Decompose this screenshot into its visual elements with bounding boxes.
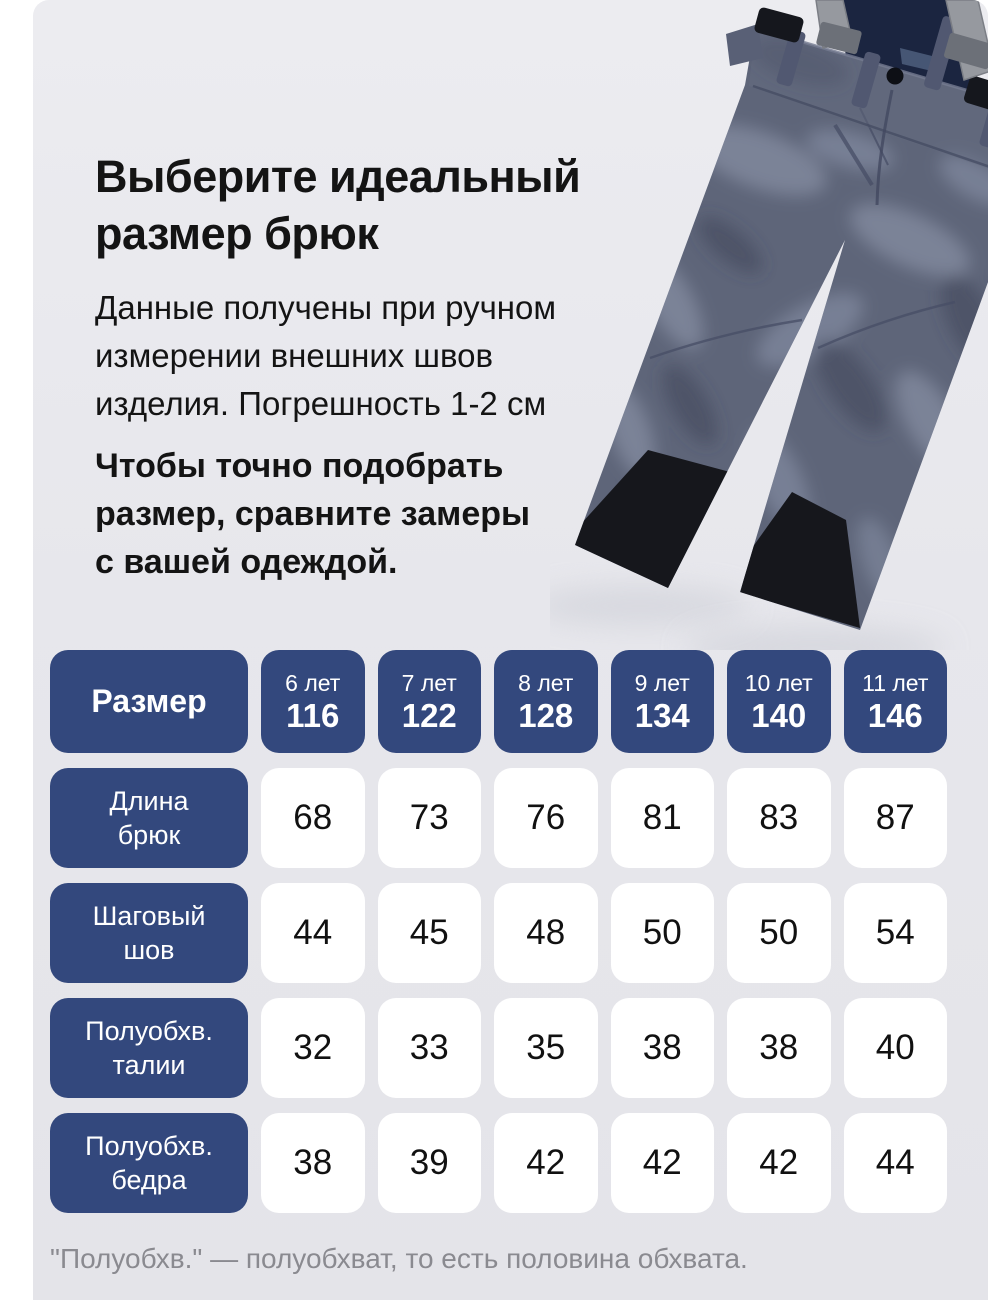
suspenders xyxy=(815,0,988,81)
left-cuff-panel xyxy=(575,450,730,590)
column-age: 7 лет xyxy=(401,669,457,696)
table-value: 42 xyxy=(727,1113,831,1213)
intro-text-block: Выберите идеальный размер брюк Данные по… xyxy=(95,148,635,586)
table-value: 38 xyxy=(610,998,714,1098)
column-age: 10 лет xyxy=(744,669,813,696)
fit-advice-line: Чтобы точно подобрать xyxy=(95,447,504,485)
column-age: 11 лет xyxy=(862,669,929,696)
suspender-buckle-right xyxy=(944,32,988,70)
row-header-half-waist: Полуобхв. талии xyxy=(50,998,248,1098)
table-value: 76 xyxy=(494,768,598,868)
seam-lines xyxy=(649,107,956,360)
column-age: 8 лет xyxy=(518,669,574,696)
fly-seam xyxy=(875,89,894,206)
pants-product-image xyxy=(550,0,988,650)
table-value: 33 xyxy=(377,998,481,1098)
belt-loop xyxy=(776,29,806,87)
table-value: 40 xyxy=(843,998,947,1098)
row-label-line: Длина xyxy=(109,786,189,816)
table-value: 48 xyxy=(494,883,598,983)
row-label-line: Полуобхв. xyxy=(85,1131,213,1161)
fit-advice-line: размер, сравните замеры xyxy=(95,495,531,533)
row-header-half-hip: Полуобхв. бедра xyxy=(50,1113,248,1213)
table-value: 50 xyxy=(610,883,714,983)
table-value: 68 xyxy=(261,768,365,868)
column-header-122: 7 лет 122 xyxy=(377,650,481,753)
page-title-line: Выберите идеальный xyxy=(95,151,581,202)
velcro-tab-right xyxy=(964,76,988,112)
column-header-146: 11 лет 146 xyxy=(843,650,947,753)
row-label-line: бедра xyxy=(111,1165,187,1195)
table-value: 38 xyxy=(261,1113,365,1213)
column-height: 122 xyxy=(401,696,457,734)
row-label-line: шов xyxy=(123,935,175,965)
row-label-line: Полуобхв. xyxy=(85,1016,213,1046)
right-cuff-panel xyxy=(740,492,860,628)
belt-loop xyxy=(979,91,988,149)
measurement-note: Данные получены при ручном измерении вне… xyxy=(95,284,635,428)
column-header-140: 10 лет 140 xyxy=(727,650,831,753)
row-label-line: талии xyxy=(112,1050,186,1080)
size-table: Размер 6 лет 116 7 лет 122 8 лет 128 9 л… xyxy=(50,650,947,1213)
column-header-116: 6 лет 116 xyxy=(261,650,365,753)
table-value: 32 xyxy=(261,998,365,1098)
belt-loop xyxy=(851,51,881,109)
suspender-buckle-left xyxy=(816,21,862,55)
column-height: 116 xyxy=(286,696,340,734)
column-header-134: 9 лет 134 xyxy=(610,650,714,753)
table-value: 44 xyxy=(843,1113,947,1213)
column-age: 9 лет xyxy=(634,669,690,696)
measurement-note-line: Данные получены при ручном xyxy=(95,289,557,326)
waist-button xyxy=(886,67,904,85)
row-label-line: Шаговый xyxy=(92,901,206,931)
column-height: 140 xyxy=(751,696,807,734)
table-value: 83 xyxy=(727,768,831,868)
table-value: 45 xyxy=(377,883,481,983)
infographic-background: Выберите идеальный размер брюк Данные по… xyxy=(33,0,988,1300)
table-value: 54 xyxy=(843,883,947,983)
column-height: 134 xyxy=(634,696,690,734)
measurement-note-line: измерении внешних швов xyxy=(95,337,493,374)
table-corner-size-label: Размер xyxy=(50,650,248,753)
table-value: 81 xyxy=(610,768,714,868)
column-age: 6 лет xyxy=(285,669,341,696)
table-value: 73 xyxy=(377,768,481,868)
fit-advice-line: с вашей одеждой. xyxy=(95,543,398,581)
table-value: 87 xyxy=(843,768,947,868)
table-value: 42 xyxy=(610,1113,714,1213)
column-height: 128 xyxy=(518,696,574,734)
fit-advice: Чтобы точно подобрать размер, сравните з… xyxy=(95,442,635,586)
waist-strap-end xyxy=(726,24,763,66)
table-value: 50 xyxy=(727,883,831,983)
column-header-128: 8 лет 128 xyxy=(494,650,598,753)
table-value: 35 xyxy=(494,998,598,1098)
table-value: 42 xyxy=(494,1113,598,1213)
row-label-line: брюк xyxy=(117,820,181,850)
column-height: 146 xyxy=(867,696,923,734)
page-title: Выберите идеальный размер брюк xyxy=(95,148,635,262)
measurement-note-line: изделия. Погрешность 1-2 см xyxy=(95,385,547,422)
table-value: 38 xyxy=(727,998,831,1098)
row-header-inseam: Шаговый шов xyxy=(50,883,248,983)
row-header-pants-length: Длина брюк xyxy=(50,768,248,868)
page-title-line: размер брюк xyxy=(95,208,379,259)
pants-shadow xyxy=(550,586,945,650)
footnote: "Полуобхв." — полуобхват, то есть полови… xyxy=(50,1243,748,1274)
velcro-tab-left xyxy=(754,7,804,43)
table-value: 44 xyxy=(261,883,365,983)
table-value: 39 xyxy=(377,1113,481,1213)
